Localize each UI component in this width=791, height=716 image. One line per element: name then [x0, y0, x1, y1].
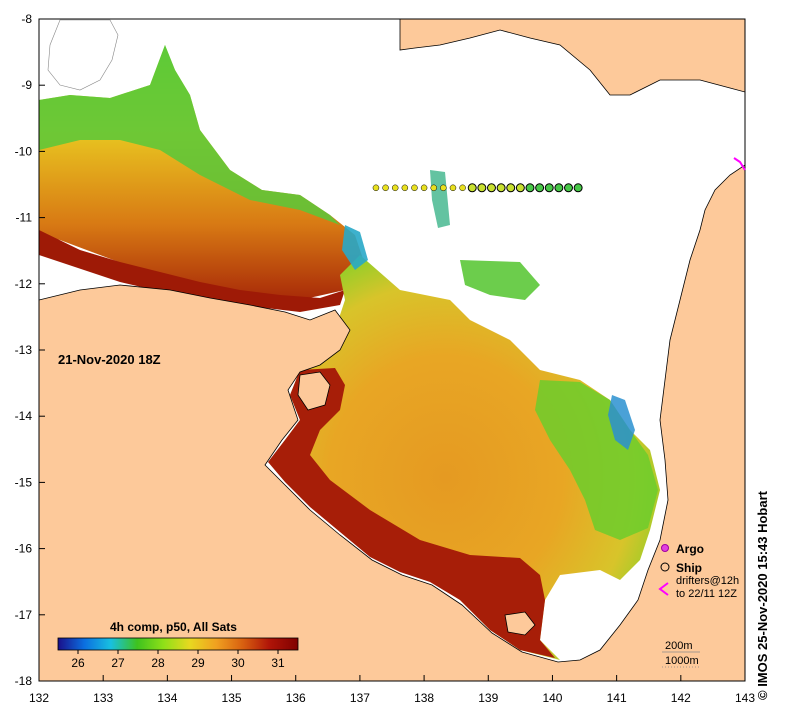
ship-track-point	[486, 183, 496, 193]
ship-track-point	[535, 183, 545, 193]
ship-track-point	[382, 184, 389, 192]
colorbar-gradient	[57, 637, 299, 651]
sst-gulf-west-warm	[268, 368, 555, 658]
colorbar: 4h comp, p50, All Sats 26 27 28 29 30 31	[50, 617, 308, 673]
colorbar-tick-label: 31	[271, 656, 285, 670]
ship-track-point	[506, 183, 516, 193]
ship-track-point	[496, 183, 506, 193]
ship-track	[372, 183, 583, 193]
lat-tick-label: -16	[15, 542, 33, 556]
lat-tick-label: -10	[15, 144, 33, 158]
depth-200m-label: 200m	[665, 640, 693, 652]
ship-label: Ship	[676, 561, 702, 575]
lat-tick-label: -9	[21, 78, 32, 92]
lon-tick-label: 132	[29, 691, 49, 705]
lon-tick-label: 139	[478, 691, 498, 705]
colorbar-tick-label: 30	[231, 656, 245, 670]
drifter-track	[733, 157, 746, 171]
land-wellesley-islands	[504, 611, 536, 636]
ship-track-point	[477, 183, 487, 193]
ship-track-point	[525, 183, 535, 193]
lat-tick-label: -14	[15, 409, 33, 423]
ship-marker-icon	[660, 562, 670, 572]
lon-tick-label: 134	[157, 691, 177, 705]
land-northern-territory	[39, 164, 745, 681]
ship-track-point	[544, 183, 554, 193]
ship-track-point	[573, 183, 583, 193]
lon-tick-label: 133	[93, 691, 113, 705]
ship-track-point	[391, 184, 399, 192]
lat-tick-label: -8	[21, 12, 32, 26]
lon-tick-label: 141	[607, 691, 627, 705]
lon-tick-label: 138	[414, 691, 434, 705]
lon-tick-label: 136	[286, 691, 306, 705]
ship-track-point	[411, 184, 418, 192]
lon-tick-label: 137	[350, 691, 370, 705]
land-tiwi-islands	[47, 19, 119, 91]
colorbar-ticks: 26 27 28 29 30 31	[71, 650, 285, 670]
lon-tick-label: 140	[542, 691, 562, 705]
colorbar-tick-label: 27	[111, 656, 125, 670]
depth-1000m-label: 1000m	[665, 655, 699, 667]
ship-track-point	[440, 184, 447, 192]
ship-track-point	[372, 184, 380, 192]
latitude-axis: -8 -9 -10 -11 -12 -13 -14 -15 -16 -17 -18	[15, 12, 45, 688]
ship-track-point	[430, 184, 437, 192]
drifter-legend-icon	[658, 582, 669, 596]
imos-credit: © IMOS 25-Nov-2020 15:43 Hobart	[755, 491, 770, 700]
ship-track-point	[515, 183, 525, 193]
lat-tick-label: -11	[16, 211, 33, 225]
colorbar-tick-label: 28	[151, 656, 165, 670]
sst-offshore-green-patch	[460, 260, 540, 300]
ship-track-point	[420, 184, 428, 192]
sst-ship-track-patch	[430, 170, 450, 228]
sst-cyan-patch	[342, 225, 368, 270]
sst-green-fringe	[39, 45, 340, 225]
ship-track-point	[459, 184, 466, 192]
drifters-label-line2: to 22/11 12Z	[676, 588, 737, 600]
ship-track-point	[449, 184, 457, 192]
legend: Argo Ship drifters@12h to 22/11 12Z	[658, 542, 739, 600]
ship-track-point	[401, 184, 409, 192]
lon-tick-label: 142	[671, 691, 691, 705]
lat-tick-label: -13	[15, 343, 33, 357]
ship-track-point	[564, 183, 573, 193]
lat-tick-label: -12	[15, 277, 33, 291]
argo-marker-icon	[661, 544, 669, 552]
colorbar-title: 4h comp, p50, All Sats	[110, 620, 237, 634]
lon-tick-label: 143	[735, 691, 755, 705]
lat-tick-label: -15	[15, 475, 33, 489]
sst-gulf-field	[270, 255, 660, 660]
lat-tick-label: -18	[15, 674, 33, 688]
land-new-guinea	[399, 19, 745, 96]
argo-label: Argo	[676, 542, 704, 556]
sst-gulf-east-blue	[608, 395, 635, 450]
colorbar-tick-label: 26	[71, 656, 85, 670]
timestamp-label: 21-Nov-2020 18Z	[58, 352, 161, 367]
longitude-axis: 132 133 134 135 136 137 138 139 140 141 142 143	[29, 675, 755, 705]
ship-track-point	[467, 183, 477, 193]
sst-gulf-east-cool	[535, 380, 658, 540]
ship-track-point	[554, 183, 564, 193]
lon-tick-label: 135	[222, 691, 242, 705]
colorbar-tick-label: 29	[191, 656, 205, 670]
depth-legend: 200m 1000m	[662, 640, 700, 668]
land-groote-eylandt	[297, 371, 331, 411]
drifters-label-line1: drifters@12h	[676, 575, 739, 587]
lat-tick-label: -17	[15, 608, 33, 622]
